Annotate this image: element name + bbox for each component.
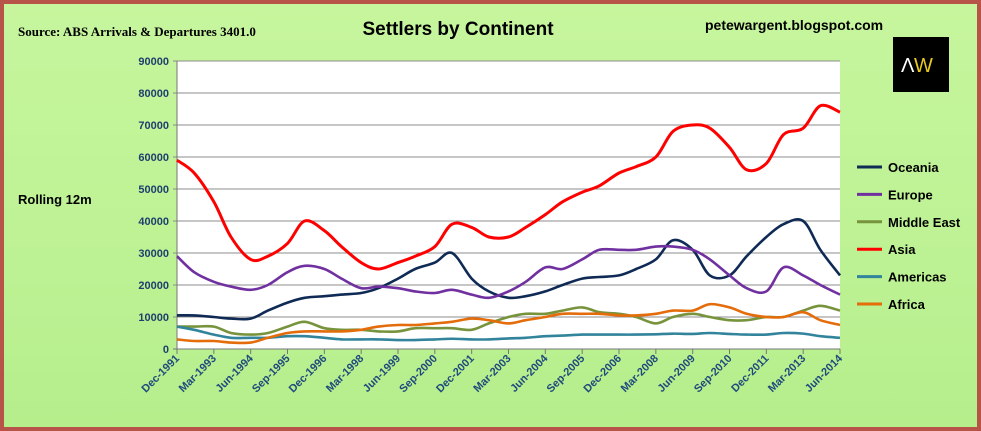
x-tick-label: Sep-2000: [397, 353, 440, 396]
aw-logo: Λ W: [893, 37, 949, 92]
x-tick-label: Mar-2013: [766, 353, 808, 395]
legend-label: Europe: [888, 187, 933, 202]
y-tick-label: 70000: [138, 120, 169, 132]
y-tick-label: 10000: [138, 312, 169, 324]
y-tick-label: 80000: [138, 88, 169, 100]
x-tick-label: Jun-2004: [508, 352, 551, 395]
line-chart: Source: ABS Arrivals & Departures 3401.0…: [18, 17, 961, 396]
chart-container: Source: ABS Arrivals & Departures 3401.0…: [4, 4, 977, 427]
y-tick-label: 30000: [138, 248, 169, 260]
legend-label: Asia: [888, 242, 916, 257]
x-tick-label: Mar-2003: [471, 353, 513, 395]
series-line-asia: [176, 103, 841, 271]
x-tick-label: Dec-2011: [729, 353, 771, 395]
blog-watermark: petewargent.blogspot.com: [705, 17, 883, 33]
x-tick-label: Dec-2006: [581, 353, 624, 396]
x-tick-label: Jun-1999: [361, 353, 403, 395]
chart-title: Settlers by Continent: [362, 19, 554, 40]
x-tick-label: Jun-2009: [656, 353, 698, 395]
series-line-africa: [176, 302, 841, 345]
y-tick-label: 60000: [138, 152, 169, 164]
y-tick-label: 0: [163, 344, 169, 356]
x-tick-label: Mar-1993: [177, 353, 219, 395]
y-tick-label: 20000: [138, 280, 169, 292]
x-tick-label: Jun-1994: [214, 352, 257, 395]
series-line-europe: [176, 244, 841, 300]
x-tick-label: Dec-1996: [287, 353, 330, 396]
y-tick-label: 40000: [138, 216, 169, 228]
x-tick-label: Dec-1991: [139, 353, 182, 396]
series-line-americas: [176, 325, 841, 342]
x-tick-label: Mar-1998: [324, 353, 366, 395]
y-tick-label: 50000: [138, 184, 169, 196]
source-note: Source: ABS Arrivals & Departures 3401.0: [18, 24, 256, 39]
x-tick-label: Mar-2008: [619, 353, 661, 395]
y-axis-label: Rolling 12m: [18, 192, 92, 207]
series-line-middle-east: [177, 304, 841, 336]
legend-label: Oceania: [888, 160, 939, 175]
legend-label: Middle East: [888, 215, 961, 230]
legend-label: Americas: [888, 270, 947, 285]
y-tick-label: 90000: [138, 56, 169, 68]
x-tick-label: Jun-2014: [803, 352, 846, 395]
svg-text:W: W: [914, 55, 933, 77]
x-tick-label: Dec-2001: [434, 353, 477, 396]
plot-area: [177, 61, 840, 349]
x-tick-label: Sep-2010: [692, 353, 735, 396]
x-tick-label: Sep-1995: [250, 353, 293, 396]
x-tick-label: Sep-2005: [545, 353, 588, 396]
svg-text:Λ: Λ: [901, 55, 915, 77]
legend-label: Africa: [888, 297, 926, 312]
